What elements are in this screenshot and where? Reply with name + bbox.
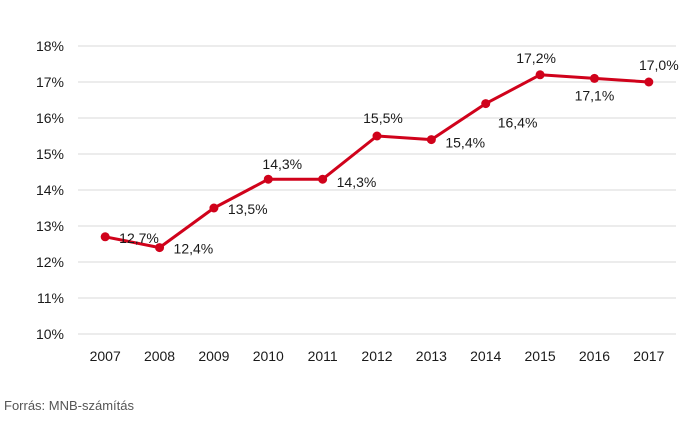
x-tick-label: 2010 [253,348,284,364]
data-point [100,232,110,242]
x-tick-label: 2012 [361,348,392,364]
x-tick-label: 2009 [198,348,229,364]
data-label: 15,4% [445,135,485,151]
line-chart: 10% 11% 12% 13% 14% 15% 16% 17% 18% 2007 2008 2009… [36,38,679,364]
x-tick-label: 2017 [633,348,664,364]
data-label: 14,3% [337,174,377,190]
series-line [104,73,649,250]
data-point [481,99,491,109]
x-tick-label: 2016 [579,348,610,364]
source-note: Forrás: MNB-számítás [4,398,135,413]
data-label: 16,4% [498,115,538,131]
data-labels: 12,7% 12,4% 13,5% 14,3% 14,3% 15,5% 15,4% 16,4%… [119,50,678,257]
data-point [155,243,165,253]
data-point [209,203,219,213]
data-label: 15,5% [363,110,403,126]
data-label: 17,0% [639,57,679,73]
x-tick-label: 2007 [90,348,121,364]
data-label: 12,4% [174,241,214,257]
gridlines [78,45,676,335]
y-tick-label: 18% [36,38,64,54]
x-axis: 2007 2008 2009 2010 2011 2012 2013 2014 2015 2016… [90,348,665,364]
data-label: 17,1% [575,87,615,103]
x-tick-label: 2015 [525,348,556,364]
y-axis: 10% 11% 12% 13% 14% 15% 16% 17% 18% [36,38,64,342]
x-tick-label: 2008 [144,348,175,364]
y-tick-label: 11% [37,290,64,306]
data-point [372,131,382,141]
data-point [535,70,545,80]
data-label: 14,3% [262,156,302,172]
data-label: 13,5% [228,201,268,217]
y-tick-label: 14% [36,182,64,198]
x-tick-label: 2011 [308,348,338,364]
data-point [589,73,599,83]
data-point [644,77,654,87]
data-label: 17,2% [516,50,556,66]
y-tick-label: 16% [36,110,64,126]
data-label: 12,7% [119,230,159,246]
y-tick-label: 13% [36,218,64,234]
x-tick-label: 2013 [416,348,447,364]
data-point [426,135,436,145]
y-tick-label: 17% [36,74,64,90]
y-tick-label: 10% [36,326,64,342]
y-tick-label: 12% [36,254,64,270]
data-point [318,174,328,184]
x-tick-label: 2014 [470,348,501,364]
y-tick-label: 15% [36,146,64,162]
data-point [263,174,273,184]
data-points [100,70,654,253]
